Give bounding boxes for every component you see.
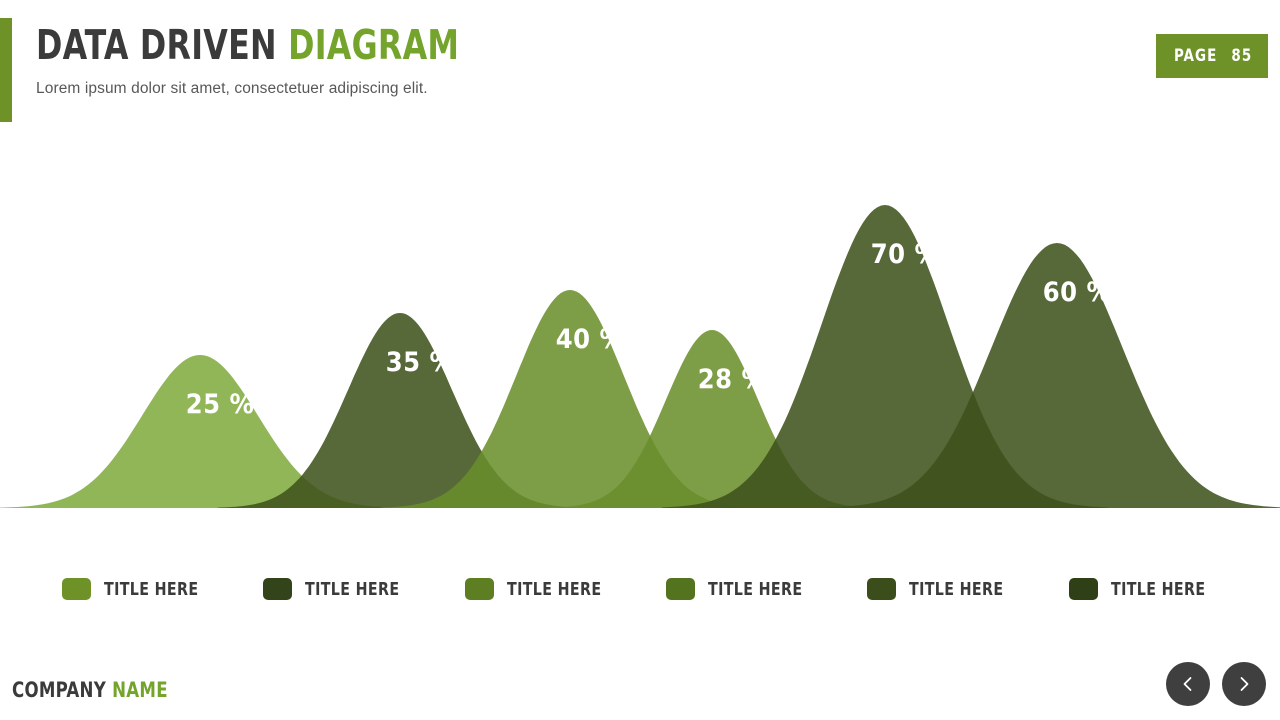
chart-legend: TITLE HERE TITLE HERE TITLE HERE TITLE HERE… <box>0 578 1280 600</box>
header-accent-bar <box>0 18 12 122</box>
page-title-accent: DIAGRAM <box>288 21 460 69</box>
legend-label-2: TITLE HERE <box>305 578 400 600</box>
hill-area-4[interactable] <box>550 330 874 508</box>
hill-area-2[interactable] <box>217 313 583 508</box>
legend-item[interactable]: TITLE HERE <box>464 578 614 600</box>
hill-value-label-3: 40 % <box>556 324 625 355</box>
hill-value-label-2: 35 % <box>386 347 455 378</box>
legend-label-5: TITLE HERE <box>909 578 1004 600</box>
chevron-right-icon <box>1234 674 1254 694</box>
page-badge: PAGE 85 <box>1156 34 1268 78</box>
hill-value-label-4: 28 % <box>698 364 767 395</box>
legend-swatch-5 <box>867 578 897 600</box>
footer-brand-primary: COMPANY <box>12 678 107 702</box>
legend-label-3: TITLE HERE <box>506 578 602 600</box>
page-badge-label: PAGE <box>1173 46 1217 66</box>
hill-area-1[interactable] <box>0 355 403 508</box>
page-title-primary: DATA DRIVEN <box>36 21 277 69</box>
hill-value-label-6: 60 % <box>1043 277 1112 308</box>
hill-value-label-5: 70 % <box>871 239 940 270</box>
header: DATA DRIVEN DIAGRAM Lorem ipsum dolor si… <box>36 21 836 98</box>
hill-area-5[interactable] <box>662 205 1108 508</box>
chart-area: 25 % 35 % 40 % 28 % 70 % 60 % <box>0 150 1280 525</box>
legend-swatch-2 <box>263 578 293 600</box>
legend-item[interactable]: TITLE HERE <box>867 578 1016 600</box>
legend-label-1: TITLE HERE <box>104 578 199 600</box>
legend-swatch-4 <box>666 578 695 600</box>
page-badge-number: 85 <box>1231 46 1253 66</box>
legend-swatch-3 <box>464 578 494 600</box>
chevron-left-icon <box>1178 674 1198 694</box>
footer-brand: COMPANY NAME <box>12 678 168 702</box>
legend-label-6: TITLE HERE <box>1110 578 1206 600</box>
legend-swatch-1 <box>62 578 92 600</box>
hill-area-3[interactable] <box>381 290 759 508</box>
hill-area-6[interactable] <box>827 243 1280 508</box>
legend-label-4: TITLE HERE <box>708 578 803 600</box>
next-slide-button[interactable] <box>1222 662 1266 706</box>
area-chart: 25 % 35 % 40 % 28 % 70 % 60 % <box>0 205 1280 508</box>
hill-label-group: 25 % 35 % 40 % 28 % 70 % 60 % <box>186 239 1112 420</box>
hill-series-group <box>0 205 1280 508</box>
legend-item[interactable]: TITLE HERE <box>263 578 412 600</box>
page-subtitle: Lorem ipsum dolor sit amet, consectetuer… <box>36 80 428 98</box>
hill-value-label-1: 25 % <box>186 389 255 420</box>
legend-item[interactable]: TITLE HERE <box>1068 578 1218 600</box>
footer-brand-accent: NAME <box>112 678 168 702</box>
legend-item[interactable]: TITLE HERE <box>62 578 211 600</box>
page-title: DATA DRIVEN DIAGRAM <box>36 21 724 69</box>
slide-navigation <box>1166 662 1266 706</box>
legend-swatch-6 <box>1068 578 1098 600</box>
legend-item[interactable]: TITLE HERE <box>666 578 815 600</box>
previous-slide-button[interactable] <box>1166 662 1210 706</box>
